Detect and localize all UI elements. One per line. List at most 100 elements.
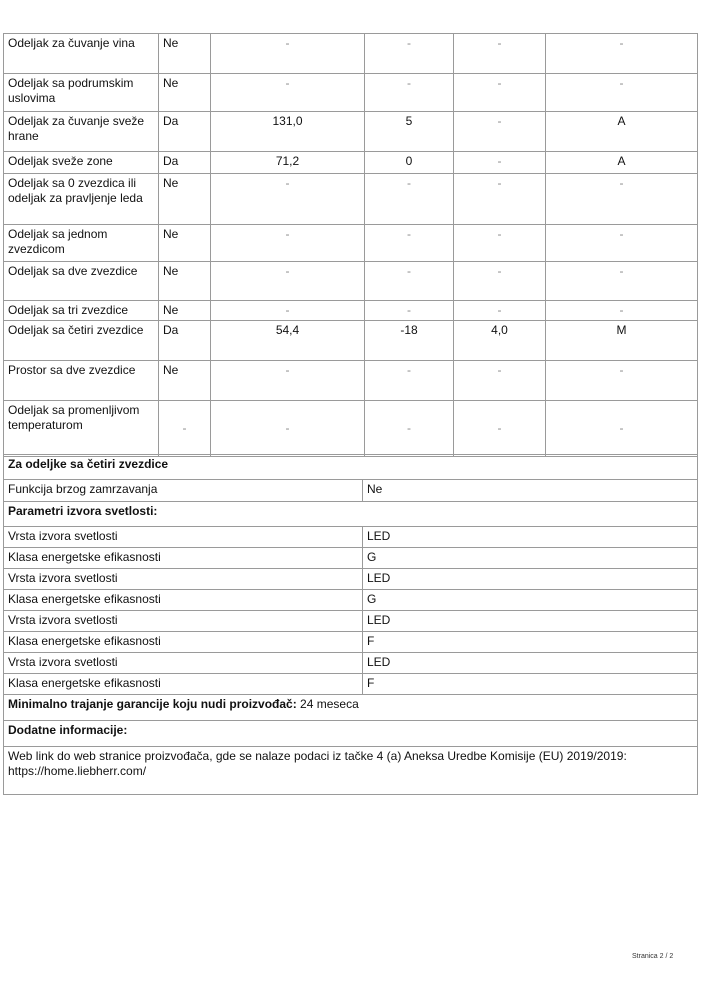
light-row: Klasa energetske efikasnosti F	[3, 631, 699, 653]
compartment-temperature: -	[364, 73, 454, 112]
light-value: F	[361, 673, 699, 695]
compartment-volume: -	[210, 300, 365, 321]
light-row: Klasa energetske efikasnosti F	[3, 673, 699, 695]
compartment-name: Odeljak sveže zone	[3, 151, 159, 174]
compartment-present: Ne	[158, 73, 211, 112]
light-label: Vrsta izvora svetlosti	[3, 526, 363, 548]
compartment-temperature: -	[364, 261, 454, 301]
compartment-present: Ne	[158, 224, 211, 262]
details-table: Za odeljke sa četiri zvezdice Funkcija b…	[2, 454, 699, 795]
compartment-temperature: -	[364, 300, 454, 321]
compartment-row: Odeljak sa 0 zvezdica ili odeljak za pra…	[3, 173, 698, 225]
compartment-freezing-capacity: -	[453, 224, 546, 262]
compartment-freezing-capacity: -	[453, 400, 546, 457]
light-label: Klasa energetske efikasnosti	[3, 631, 363, 653]
compartment-row: Odeljak sa tri zvezdice Ne - - - -	[3, 300, 698, 321]
compartment-temperature: 5	[364, 111, 454, 152]
light-row: Vrsta izvora svetlosti LED	[3, 610, 699, 632]
compartment-volume: -	[210, 33, 365, 74]
compartment-name: Odeljak za čuvanje vina	[3, 33, 159, 74]
warranty-row: Minimalno trajanje garancije koju nudi p…	[2, 694, 699, 721]
light-row: Klasa energetske efikasnosti G	[3, 589, 699, 611]
compartment-temperature: -	[364, 400, 454, 457]
fast-freeze-value: Ne	[361, 479, 699, 502]
compartment-name: Odeljak sa tri zvezdice	[3, 300, 159, 321]
compartment-row: Odeljak sveže zone Da 71,2 0- A	[3, 151, 698, 174]
compartment-volume: -	[210, 73, 365, 112]
compartment-present: -	[158, 400, 211, 457]
light-row: Klasa energetske efikasnosti G	[3, 547, 699, 569]
compartment-volume: -	[210, 261, 365, 301]
compartment-climate-class: -	[545, 400, 698, 457]
warranty-label: Minimalno trajanje garancije koju nudi p…	[8, 697, 297, 711]
compartment-temperature: -	[364, 224, 454, 262]
light-row: Vrsta izvora svetlosti LED	[3, 652, 699, 674]
four-star-heading: Za odeljke sa četiri zvezdice	[2, 454, 699, 480]
compartment-present: Da	[158, 151, 211, 174]
compartment-climate-class: -	[545, 360, 698, 401]
light-value: G	[361, 589, 699, 611]
compartment-name: Odeljak sa jednom zvezdicom	[3, 224, 159, 262]
compartment-volume: -	[210, 173, 365, 225]
light-row: Vrsta izvora svetlosti LED	[3, 526, 699, 548]
compartment-volume: 54,4	[210, 320, 365, 361]
compartment-row: Odeljak sa dve zvezdice Ne - - - -	[3, 261, 698, 301]
light-value: F	[361, 631, 699, 653]
compartment-freezing-capacity: -	[453, 173, 546, 225]
compartment-row: Odeljak sa jednom zvezdicom Ne - - - -	[3, 224, 698, 262]
compartment-name: Odeljak sa 0 zvezdica ili odeljak za pra…	[3, 173, 159, 225]
compartment-volume: 131,0	[210, 111, 365, 152]
light-value: LED	[361, 652, 699, 674]
light-row: Vrsta izvora svetlosti LED	[3, 568, 699, 590]
additional-heading: Dodatne informacije:	[2, 720, 699, 747]
compartment-name: Odeljak sa promenljivom temperaturom	[3, 400, 159, 457]
compartment-name: Odeljak sa podrumskim uslovima	[3, 73, 159, 112]
additional-text: Web link do web stranice proizvođača, gd…	[2, 746, 699, 795]
compartment-volume: -	[210, 360, 365, 401]
compartment-volume: -	[210, 224, 365, 262]
compartment-row: Odeljak za čuvanje vina Ne - - - -	[3, 33, 698, 74]
compartment-present: Ne	[158, 33, 211, 74]
compartment-climate-class: -	[545, 224, 698, 262]
light-value: LED	[361, 568, 699, 590]
compartment-name: Odeljak za čuvanje sveže hrane	[3, 111, 159, 152]
compartment-freezing-capacity: -	[453, 73, 546, 112]
warranty-value: 24 meseca	[296, 697, 359, 711]
compartment-row: Odeljak za čuvanje sveže hrane Da 131,0 5- A	[3, 111, 698, 152]
light-value: G	[361, 547, 699, 569]
compartment-row: Odeljak sa podrumskim uslovima Ne - - - -	[3, 73, 698, 112]
compartment-freezing-capacity: -	[453, 111, 546, 152]
light-heading: Parametri izvora svetlosti:	[2, 501, 699, 527]
compartment-temperature: 0	[364, 151, 454, 174]
compartment-freezing-capacity: -	[453, 33, 546, 74]
compartment-freezing-capacity: 4,0	[453, 320, 546, 361]
compartment-temperature: -	[364, 360, 454, 401]
compartment-row: Odeljak sa četiri zvezdice Da 54,4 -18 4,0 M	[3, 320, 698, 361]
compartment-name: Odeljak sa četiri zvezdice	[3, 320, 159, 361]
compartment-freezing-capacity: -	[453, 151, 546, 174]
light-value: LED	[361, 610, 699, 632]
compartment-climate-class: A	[545, 111, 698, 152]
light-label: Klasa energetske efikasnosti	[3, 589, 363, 611]
compartment-freezing-capacity: -	[453, 300, 546, 321]
page-number: Stranica 2 / 2	[632, 953, 674, 960]
compartment-row: Odeljak sa promenljivom temperaturom - - - -…	[3, 400, 698, 457]
compartment-present: Ne	[158, 261, 211, 301]
compartment-freezing-capacity: -	[453, 360, 546, 401]
light-label: Vrsta izvora svetlosti	[3, 652, 363, 674]
light-label: Klasa energetske efikasnosti	[3, 547, 363, 569]
light-label: Vrsta izvora svetlosti	[3, 610, 363, 632]
compartment-climate-class: -	[545, 173, 698, 225]
compartment-climate-class: -	[545, 73, 698, 112]
compartment-freezing-capacity: -	[453, 261, 546, 301]
compartment-temperature: -	[364, 173, 454, 225]
compartment-present: Ne	[158, 360, 211, 401]
compartment-present: Da	[158, 111, 211, 152]
compartment-row: Prostor sa dve zvezdice Ne - - - -	[3, 360, 698, 401]
compartment-climate-class: -	[545, 300, 698, 321]
compartment-present: Da	[158, 320, 211, 361]
compartment-volume: -	[210, 400, 365, 457]
compartment-climate-class: A	[545, 151, 698, 174]
compartments-table: Odeljak za čuvanje vina Ne - - - - Odeljak sa …	[3, 33, 698, 457]
compartment-climate-class: -	[545, 33, 698, 74]
